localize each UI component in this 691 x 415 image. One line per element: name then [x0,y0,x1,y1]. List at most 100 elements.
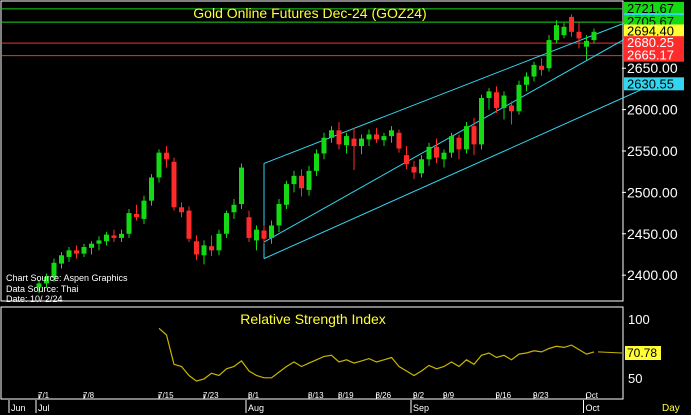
price-tick-label-0: 2400.00 [627,267,678,283]
rsi-plot-frame [0,306,624,400]
candle-body-17 [164,152,169,160]
candle-body-16 [156,152,162,178]
candle-body-40 [336,130,342,145]
price-tag-text-4: 2680.25 [627,35,674,50]
price-tick-label-4: 2600.00 [627,102,678,118]
candle-body-14 [141,200,147,219]
price-tag-text-3: 2694.40 [627,23,674,38]
date-axis: 7/1 7/8 7/15 7/23 8/1 8/13 8/19 8/26 9/2 9/9 9/16 9… [8,391,601,413]
price-tag-bg-4 [624,36,684,50]
rsi-title: Relative Strength Index [240,311,386,327]
candle-body-36 [306,170,312,190]
candle-body-67 [539,65,544,70]
month-label-3: Sep [413,403,429,413]
price-tag-text-0: 2721.67 [627,1,674,16]
candle-body-66 [531,64,537,77]
candle-body-24 [216,233,222,251]
candle-body-27 [239,167,244,204]
date-tick-label-4: 8/1 [248,391,260,400]
candle-body-59 [479,98,484,145]
candle-body-73 [584,40,589,47]
candle-body-51 [419,159,424,174]
date-tick-label-3: 7/23 [203,391,219,400]
candle-body-41 [344,136,349,146]
candle-body-60 [486,91,492,99]
candle-body-8 [96,240,102,244]
price-tag-bg-0 [624,1,684,15]
date-tick-label-12: Oct [586,391,599,400]
candle-body-7 [89,243,94,248]
price-tag-labels: 2721.672708.042705.672694.402680.252665.… [624,1,684,91]
price-tag-bg-3 [624,24,684,38]
candle-body-71 [569,16,574,32]
candle-body-25 [224,213,229,234]
price-level-lines [2,8,622,57]
price-tick-label-3: 2550.00 [627,143,678,159]
rsi-line [158,327,595,382]
date-tick-label-10: 9/16 [496,391,512,400]
period-label: Day [662,403,680,414]
price-tag-text-5: 2665.17 [627,48,674,63]
channel-line-2 [263,26,647,243]
rsi-tick-100: 100 [628,312,650,327]
price-plot-frame [0,0,624,302]
candle-body-53 [434,146,439,158]
candle-body-68 [546,40,552,69]
candlestick-series [36,14,597,294]
rsi-last-connector [597,351,623,354]
candle-body-55 [449,136,454,153]
date-tick-label-8: 9/2 [413,391,425,400]
chart-title: Gold Online Futures Dec-24 (GOZ24) [193,5,426,21]
candle-body-11 [119,233,124,238]
candle-body-39 [329,130,334,138]
candle-body-57 [464,126,469,150]
candle-body-69 [554,25,559,41]
month-label-0: Jun [11,403,26,413]
candle-body-32 [276,203,282,226]
candle-body-58 [471,126,477,145]
candle-body-52 [426,146,432,160]
date-tick-label-1: 7/8 [83,391,95,400]
price-tag-bg-6 [624,77,684,91]
candle-body-29 [254,229,259,241]
candle-body-21 [194,241,199,255]
date-tick-label-5: 8/13 [308,391,324,400]
source-note-line-3: Date: 10/ 2/24 [6,294,63,304]
candle-body-44 [366,134,372,140]
rsi-last-value-text: 70.78 [627,346,657,360]
candle-body-33 [284,184,289,205]
price-tag-text-6: 2630.55 [627,76,674,91]
channel-line-1 [263,80,662,260]
candle-body-28 [246,217,252,238]
candle-body-18 [171,161,177,208]
candle-body-2 [51,262,57,278]
price-tick-label-5: 2650.00 [627,60,678,76]
source-note-line-1: Chart Source: Aspen Graphics [6,273,128,283]
candle-body-61 [494,92,499,108]
candle-body-0 [36,283,42,288]
candle-body-74 [591,31,597,41]
candle-body-15 [149,177,154,201]
candle-body-34 [291,175,297,185]
date-tick-label-11: 9/23 [533,391,549,400]
price-tag-bg-5 [624,48,684,62]
candle-body-43 [359,138,364,147]
candle-body-23 [209,246,214,251]
candle-body-49 [404,155,409,165]
candle-body-45 [374,134,379,140]
rsi-series [158,327,623,382]
price-axis: 2400.00 2450.00 2500.00 2550.00 2600.00 2650.… [622,60,678,283]
candle-body-9 [104,234,109,242]
candle-body-22 [201,245,207,256]
candle-body-35 [299,175,304,189]
month-label-4: Oct [586,403,601,413]
candle-body-70 [561,26,567,36]
rsi-tick-50: 50 [628,371,642,386]
candle-body-65 [524,76,529,85]
candle-body-19 [179,207,184,213]
candle-body-20 [186,210,192,239]
date-tick-label-2: 7/15 [158,391,174,400]
candle-body-48 [396,132,402,149]
candle-body-31 [269,225,274,238]
